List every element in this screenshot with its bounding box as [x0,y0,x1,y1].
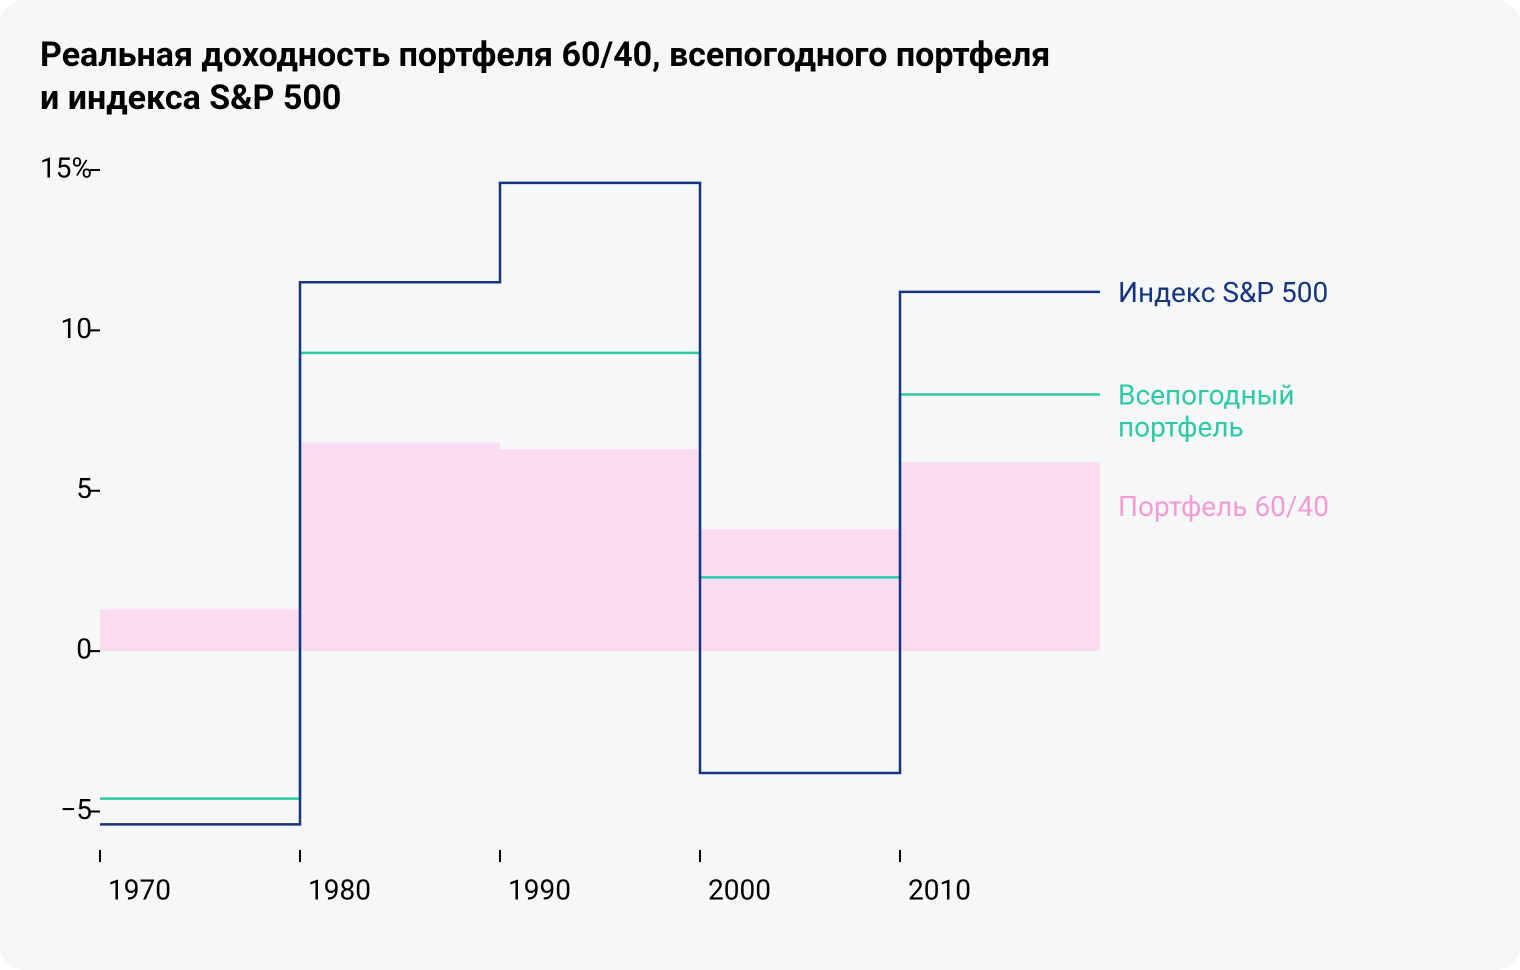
x-tick-label: 2010 [908,873,971,906]
bar [700,529,900,651]
y-tick-label: 15% [40,151,92,184]
legend-label: портфель [1118,411,1244,444]
bar [500,449,700,651]
legend-label: Индекс S&P 500 [1118,276,1328,309]
x-tick-label: 1970 [108,873,171,906]
chart-card: Реальная доходность портфеля 60/40, всеп… [0,0,1520,970]
bar [300,443,500,651]
x-axis: 1970 1980 1990 2000 2010 [100,850,971,906]
x-tick-label: 2000 [708,873,771,906]
chart-title: Реальная доходность портфеля 60/40, всеп… [40,34,1200,119]
y-tick-label: 10 [61,312,92,345]
x-tick-label: 1990 [508,873,571,906]
x-tick-label: 1980 [308,873,371,906]
legend: Индекс S&P 500 Всепогодныйпортфель Портфел… [1118,276,1329,523]
legend-label: Всепогодный [1118,379,1295,412]
bar [900,462,1100,651]
y-tick-label: 5 [76,472,92,505]
bar [100,609,300,651]
bars-group [100,443,1100,651]
y-tick-label: 0 [76,633,92,666]
legend-label: Портфель 60/40 [1118,490,1329,523]
y-axis: 15% 10 5 0 −5 [40,151,100,826]
chart-svg: 15% 10 5 0 −5 1970 1980 1990 2000 2010 Индекс S&P … [0,0,1520,970]
y-tick-label: −5 [60,793,92,826]
